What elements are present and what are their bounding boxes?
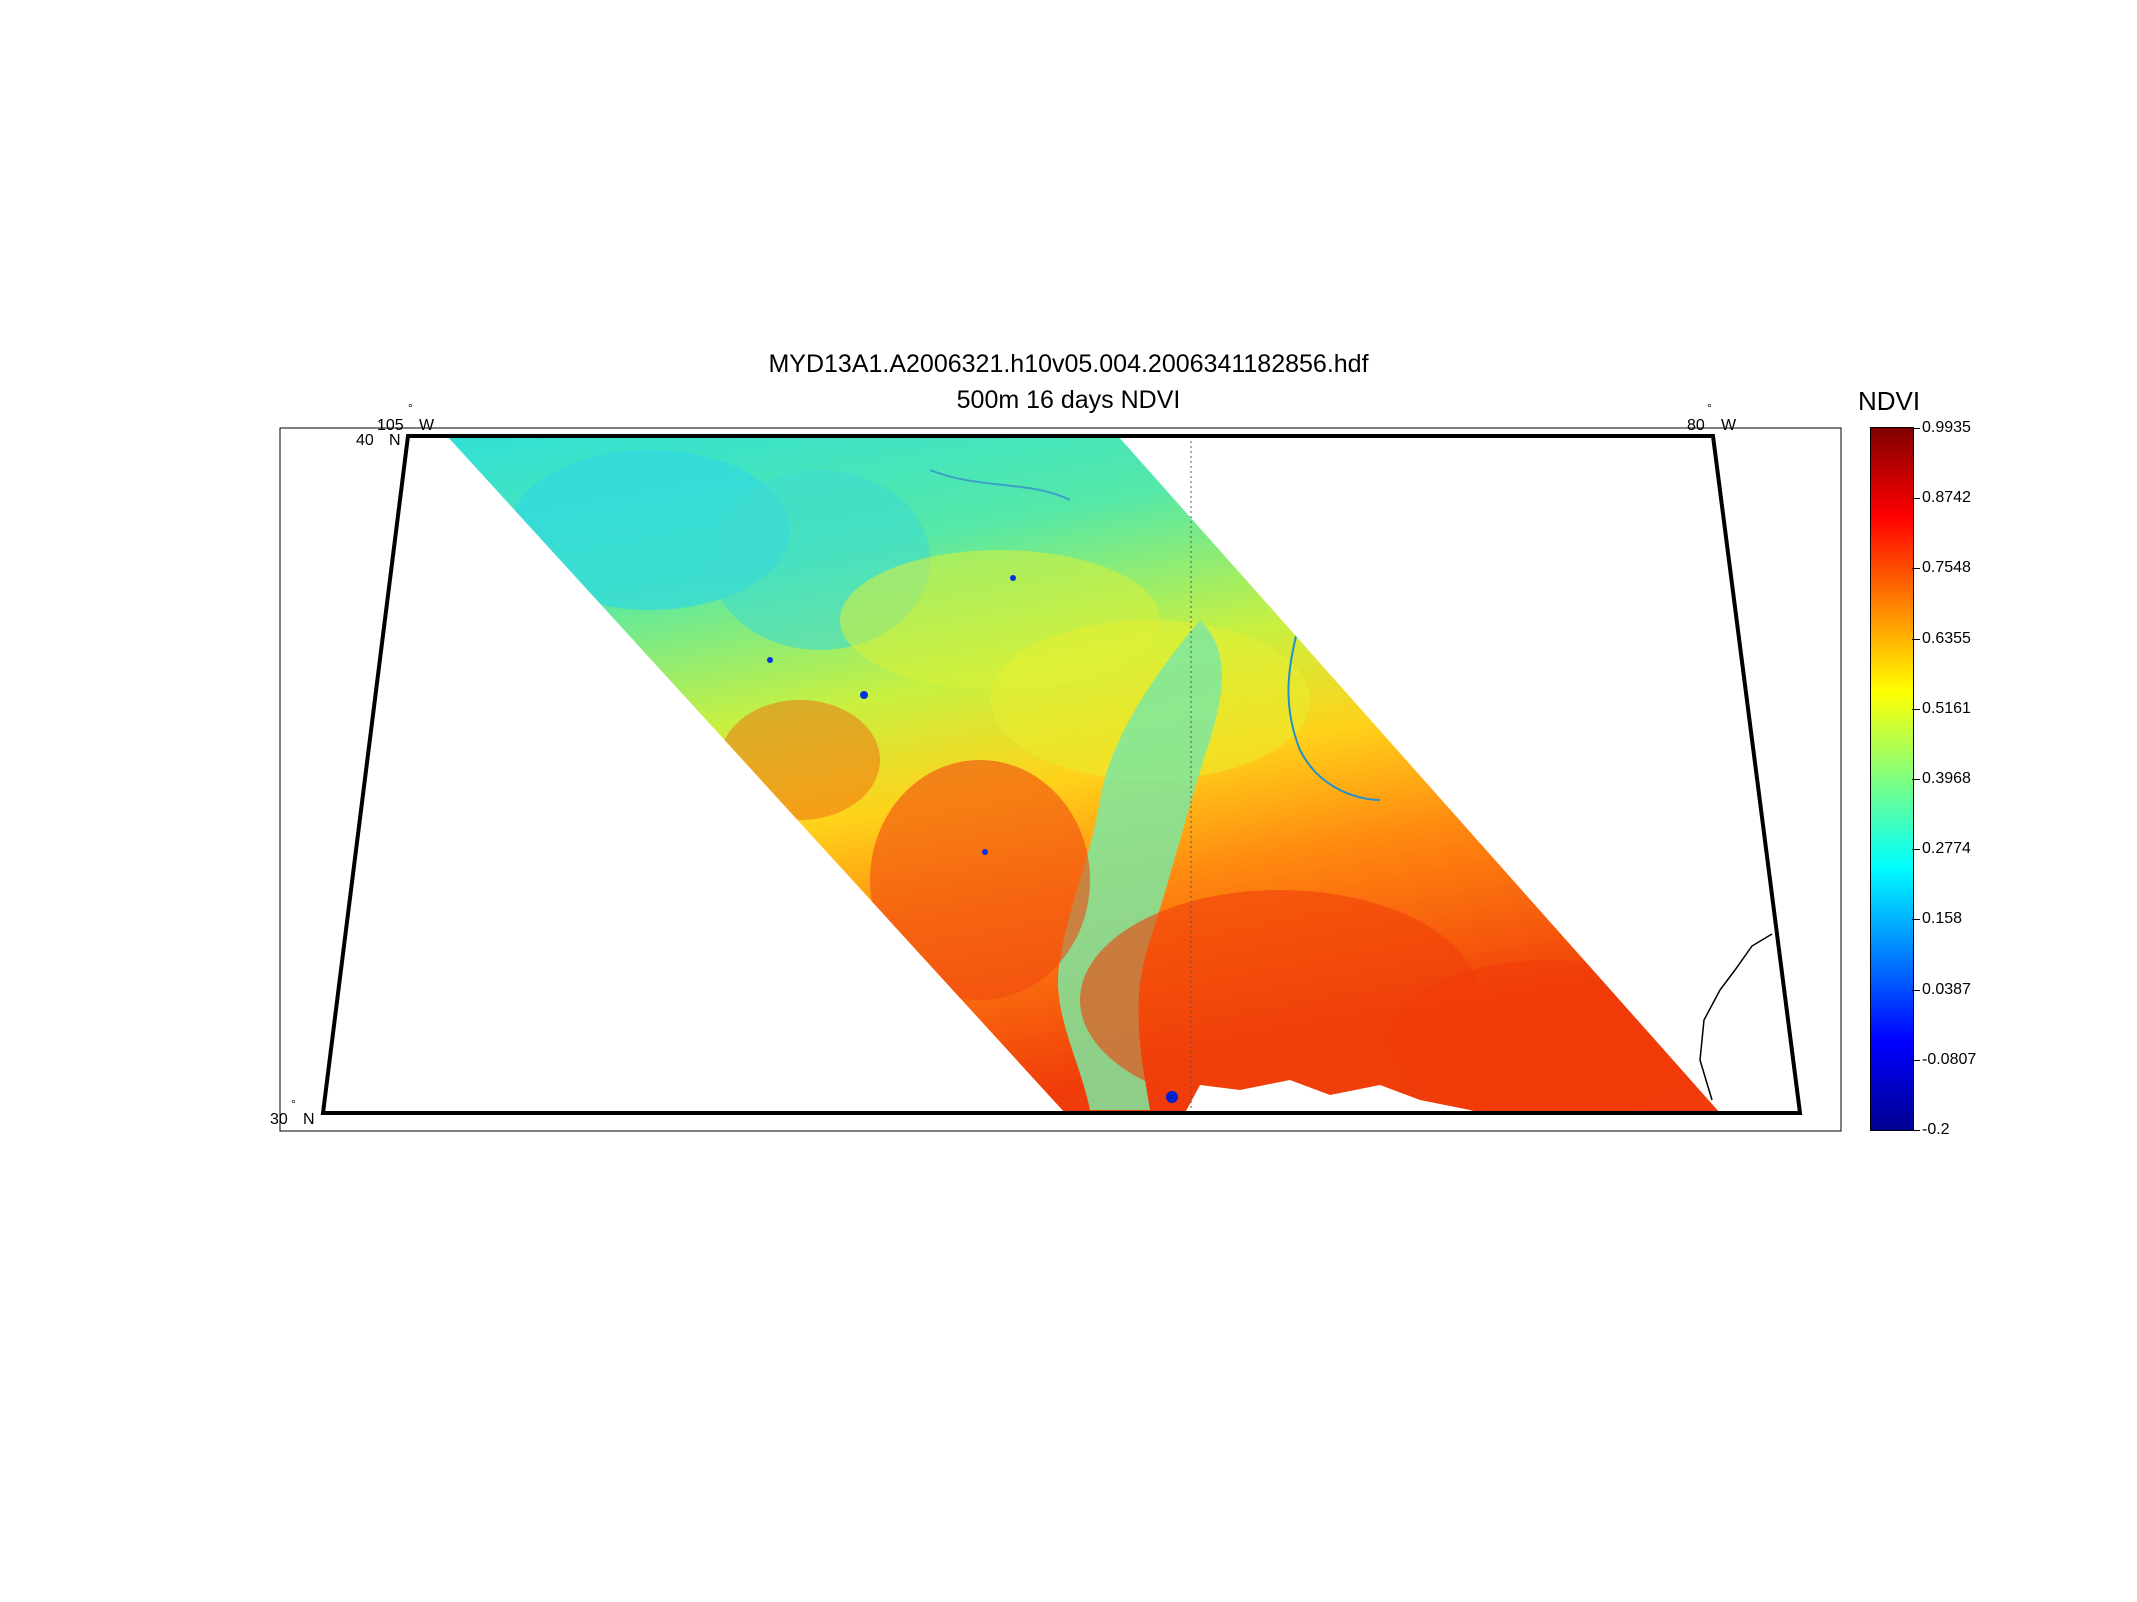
lon-label-105w-deg: 105 [377,417,404,434]
colorbar-title: NDVI [1858,386,1921,416]
lat-label-30n-degree-symbol: ° [291,1097,296,1111]
colorbar-tick-label: -0.2 [1922,1121,1950,1138]
colorbar-tick-label: 0.9935 [1922,419,1971,436]
colorbar-gradient [1871,428,1913,1130]
colorbar-tick-label: 0.8742 [1922,489,1971,507]
lat-label-30n-dir: N [303,1111,315,1128]
colorbar-tick [1912,428,1920,429]
colorbar-tick-label: 0.5161 [1922,699,1971,717]
lat-label-40n-degree-symbol: ° [378,417,383,431]
colorbar [1870,427,1914,1131]
colorbar-tick-label: 0.158 [1922,910,1963,928]
coastline [1699,933,1773,1101]
lon-label-105w-degree-symbol: ° [408,401,413,415]
colorbar-tick [1912,989,1920,991]
figure-subtitle: 500m 16 days NDVI [956,386,1181,414]
lon-label-105w-dir: W [419,417,435,434]
lon-label-80w-degree-symbol: ° [1707,401,1712,415]
lat-label-40n-dir: N [389,432,401,449]
colorbar-tick [1912,1130,1920,1131]
colorbar-tick [1912,779,1920,780]
lon-label-80w-dir: W [1721,417,1737,434]
colorbar-tick [1912,708,1920,710]
colorbar-tick [1912,498,1920,500]
colorbar-tick [1912,1059,1920,1061]
colorbar-tick [1912,568,1920,570]
lat-label-40n-deg: 40 [356,432,374,449]
colorbar-tick-label: 0.6355 [1922,629,1971,647]
colorbar-tick [1912,919,1920,921]
figure-title: MYD13A1.A2006321.h10v05.004.200634118285… [768,350,1369,378]
colorbar-tick-label: 0.2774 [1922,840,1971,858]
lon-label-80w-deg: 80 [1687,417,1705,434]
colorbar-tick [1912,849,1920,851]
colorbar-tick-label: 0.3968 [1922,770,1971,787]
colorbar-tick [1912,638,1920,640]
colorbar-tick-label: 0.7548 [1922,559,1971,577]
lat-label-30n-deg: 30 [270,1111,288,1128]
map-frame [320,434,1803,1115]
colorbar-tick-label: 0.0387 [1922,980,1971,998]
colorbar-tick-label: -0.0807 [1922,1050,1977,1068]
